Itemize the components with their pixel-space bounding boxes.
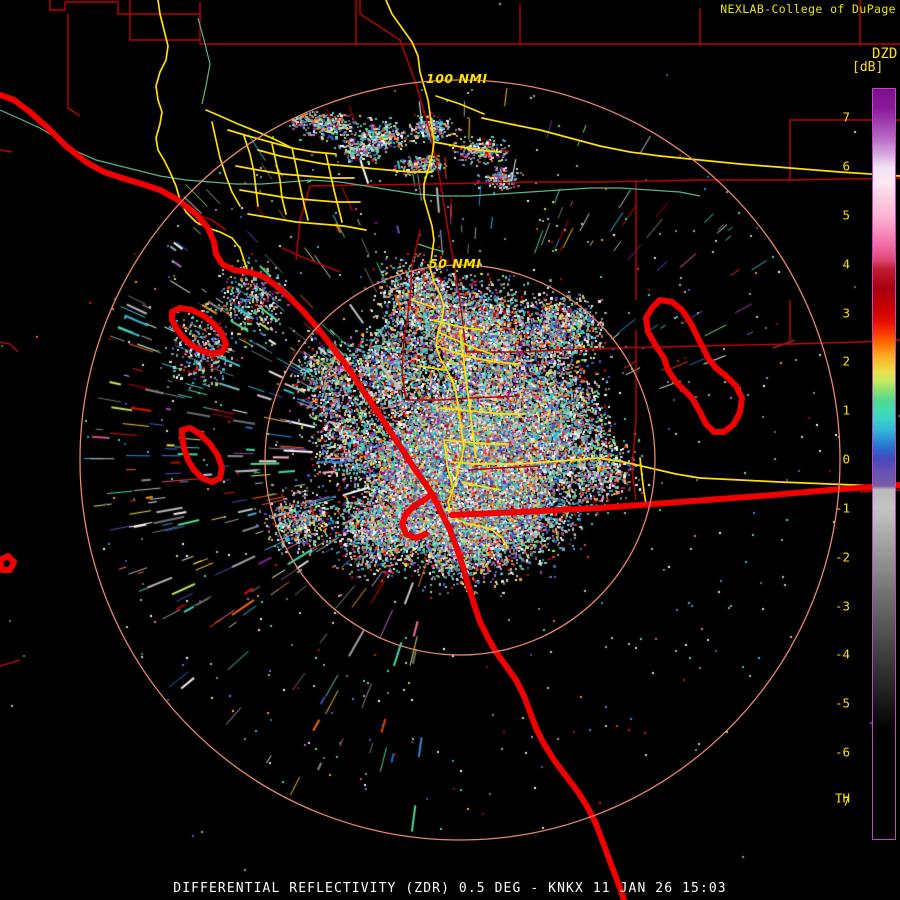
hwy-c-main <box>429 267 465 481</box>
colorbar-title: DZD <box>872 46 898 62</box>
hwy-sd-k <box>411 299 437 309</box>
hwy-la-h <box>291 147 309 221</box>
county-n-c <box>520 8 701 45</box>
hwy-la-k <box>247 213 367 231</box>
colorbar-panel: DZD [dB] 7 6 5 4 3 2 1 0 -1 -2 -3 -4 -5 -6 -7 TH <box>820 20 900 850</box>
range-ring-50-nmi <box>264 264 656 656</box>
hwy-la-c <box>227 129 337 155</box>
colorbar-tick-5: 5 <box>842 207 850 223</box>
colorbar-tick-7: 7 <box>842 109 850 125</box>
hwy-i15-north <box>155 0 249 273</box>
salton-sea-outline <box>643 297 745 435</box>
colorbar-tick-neg3: -3 <box>834 598 850 614</box>
hwy-sd-e <box>439 407 527 415</box>
hwy-sd-a <box>431 319 485 331</box>
colorbar-tick-neg7: -7 <box>834 793 850 809</box>
colorbar-tick-neg2: -2 <box>834 549 850 565</box>
hwy-la-a <box>205 109 293 149</box>
county-isl <box>0 341 19 353</box>
river-canyon <box>197 17 211 105</box>
hwy-la-b <box>211 121 241 207</box>
coastline-bay <box>399 491 435 541</box>
highway-lines <box>155 0 900 549</box>
county-sw <box>0 659 21 667</box>
colorbar-tick-neg6: -6 <box>834 744 850 760</box>
county-e-vert-b <box>631 330 637 501</box>
hwy-ne-d <box>433 141 501 153</box>
hwy-e-vert <box>639 457 647 505</box>
colorbar-tick-2: 2 <box>842 353 850 369</box>
hwy-sd-i <box>451 457 599 465</box>
colorbar-tick-6: 6 <box>842 158 850 174</box>
hwy-e-far <box>699 477 881 487</box>
hwy-la-d <box>243 135 259 207</box>
hwy-la-i <box>239 189 361 203</box>
county-ne-a <box>789 119 900 180</box>
county-mid-b <box>295 185 311 261</box>
hwy-la-j <box>325 153 343 223</box>
colorbar-tick-neg4: -4 <box>834 646 850 662</box>
county-central-divide <box>359 0 467 353</box>
range-rings <box>79 79 841 841</box>
county-sd-a <box>401 229 421 401</box>
river-n-b <box>236 179 367 187</box>
hwy-ne-c <box>435 95 485 115</box>
coastline-border-lines <box>0 92 900 900</box>
hwy-n-main <box>385 0 435 269</box>
river-c <box>417 243 445 253</box>
coastline-main <box>0 92 627 900</box>
county-sd-b <box>406 395 521 401</box>
county-w <box>0 149 13 153</box>
county-n-a <box>199 0 357 45</box>
san-clemente-island <box>179 425 225 485</box>
hwy-s-main <box>447 479 509 549</box>
hwy-sd-l <box>417 365 447 371</box>
river-e <box>649 189 701 197</box>
hwy-sd-f <box>467 393 477 459</box>
county-nw-a <box>49 0 201 15</box>
colorbar-unit-label: [dB] <box>852 60 884 75</box>
range-ring-100-nmi <box>79 79 841 841</box>
hwy-sd-h <box>443 439 453 485</box>
county-coastal <box>281 247 341 273</box>
hwy-la-f <box>271 143 287 215</box>
colorbar-threshold-label: TH <box>834 790 850 806</box>
colorbar-tick-neg1: -1 <box>834 500 850 516</box>
santa-catalina-island <box>169 305 229 357</box>
county-n-b <box>356 4 521 45</box>
county-nw-c <box>129 0 200 41</box>
hwy-sd-g <box>443 439 509 445</box>
hwy-la-e <box>257 149 369 169</box>
hwy-la-g <box>235 165 355 179</box>
colorbar-gradient <box>873 89 895 839</box>
colorbar-tick-4: 4 <box>842 256 850 272</box>
county-sd-c <box>467 465 541 471</box>
hwy-n-cross <box>365 167 433 173</box>
colorbar-tick-1: 1 <box>842 402 850 418</box>
hwy-sd-d <box>459 329 469 395</box>
international-border <box>449 482 900 518</box>
hwy-sd-c <box>435 345 519 365</box>
coronado-island <box>0 553 17 573</box>
river-lines <box>0 17 701 253</box>
colorbar-tick-neg5: -5 <box>834 695 850 711</box>
colorbar-tick-0: 0 <box>842 451 850 467</box>
hwy-ne-a <box>481 117 661 157</box>
colorbar-gradient-bar <box>872 88 896 840</box>
river-n-d <box>499 187 651 195</box>
county-mid-lat <box>309 177 900 187</box>
river-n-c <box>365 185 501 197</box>
county-nw-b <box>67 14 81 117</box>
hwy-s-a <box>461 481 501 491</box>
hwy-sd-b <box>437 331 493 355</box>
colorbar-tick-3: 3 <box>842 305 850 321</box>
hwy-sd-j <box>597 457 701 479</box>
